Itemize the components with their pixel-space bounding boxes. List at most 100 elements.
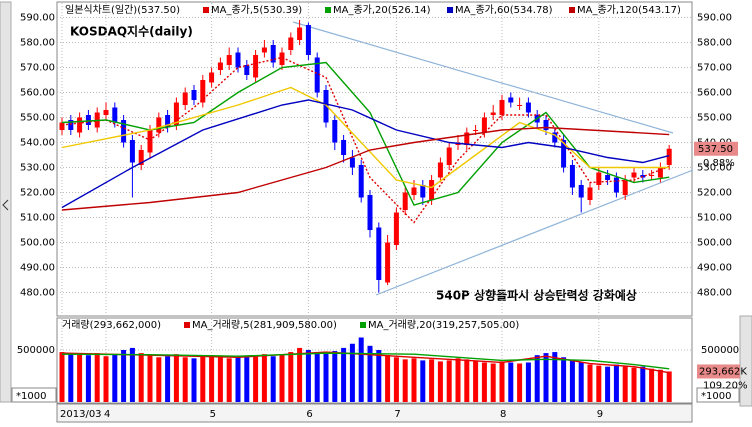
- candle-body: [314, 57, 320, 93]
- candle-body: [138, 150, 144, 165]
- candle-body: [305, 25, 311, 55]
- y-tick-label: 480.00: [697, 288, 732, 299]
- legend-swatch: [360, 322, 366, 328]
- volume-bar: [261, 354, 267, 402]
- time-axis: [56, 403, 693, 423]
- last-price-box: [694, 141, 738, 156]
- candle-body: [341, 140, 347, 155]
- candle-body: [429, 180, 435, 200]
- volume-bar: [657, 369, 663, 402]
- candle-body: [279, 52, 285, 65]
- volume-bar: [305, 349, 311, 402]
- volume-bar: [147, 355, 153, 402]
- legend-entry: MA_종가,120(543.17): [577, 4, 681, 16]
- volume-bar: [622, 365, 628, 402]
- candle-body: [552, 132, 558, 143]
- candle-body: [385, 242, 391, 283]
- candle-body: [297, 27, 303, 40]
- volume-bar: [481, 362, 487, 402]
- volume-bar: [94, 353, 100, 402]
- candle-body: [402, 192, 408, 210]
- y-tick-label: 530.00: [697, 163, 732, 174]
- volume-bar: [103, 356, 109, 402]
- last-volume-label: 293,662K: [699, 366, 747, 377]
- legend-swatch: [569, 7, 575, 13]
- volume-bar: [534, 355, 540, 402]
- x-tick-label: 7: [394, 409, 400, 420]
- candle-body: [112, 107, 118, 123]
- unit-label-right: *1000: [701, 391, 731, 402]
- right-scrollbar[interactable]: [739, 315, 752, 407]
- candle-body: [525, 102, 531, 113]
- candle-body: [666, 148, 672, 165]
- candle-body: [631, 172, 637, 178]
- index-label: KOSDAQ지수(daily): [70, 24, 193, 39]
- candle-body: [173, 102, 179, 125]
- legend-entry: MA_거래량,5(281,909,580.00): [192, 319, 337, 331]
- y-tick-label: 550.00: [20, 113, 55, 124]
- volume-bar: [446, 360, 452, 402]
- candle-body: [156, 117, 162, 133]
- candle-body: [270, 45, 276, 63]
- candle-body: [367, 195, 373, 230]
- volume-bar: [525, 362, 531, 402]
- volume-bar: [385, 355, 391, 402]
- y-tick-label: 500000: [17, 345, 55, 356]
- candle-body: [490, 112, 496, 115]
- candle-body: [499, 100, 505, 115]
- volume-bar: [209, 355, 215, 402]
- volume-bar: [191, 358, 197, 402]
- candle-body: [85, 115, 91, 125]
- candle-body: [121, 120, 127, 143]
- y-tick-label: 580.00: [20, 38, 55, 49]
- volume-bar: [578, 362, 584, 402]
- candle-body: [147, 130, 153, 153]
- volume-bar: [508, 362, 514, 402]
- volume-bar: [68, 353, 74, 402]
- y-tick-label: 550.00: [697, 113, 732, 124]
- trendline-upper: [292, 21, 674, 134]
- candle-body: [349, 157, 355, 168]
- candle-body: [605, 175, 611, 180]
- volume-bar: [473, 361, 479, 402]
- y-tick-label: 570.00: [20, 63, 55, 74]
- volume-bar: [411, 358, 417, 402]
- scroll-left-arrow[interactable]: [2, 199, 9, 211]
- y-tick-label: 560.00: [20, 88, 55, 99]
- candle-body: [517, 105, 523, 106]
- volume-bar: [587, 364, 593, 402]
- volume-bar: [112, 354, 118, 402]
- volume-bar: [297, 347, 303, 402]
- y-tick-label: 480.00: [20, 288, 55, 299]
- change-label: 0.88%: [703, 158, 735, 169]
- candle-body: [68, 120, 74, 130]
- last-price-label: 537.50: [698, 144, 733, 155]
- candle-body: [411, 187, 417, 195]
- legend-swatch: [203, 7, 209, 13]
- candle-body: [261, 47, 267, 53]
- volume-bar: [314, 353, 320, 402]
- candle-body: [253, 55, 259, 78]
- volume-bar: [323, 352, 329, 402]
- y-tick-label: 580.00: [697, 38, 732, 49]
- legend-entry: 거래량(293,662,000): [62, 319, 161, 331]
- y-tick-label: 590.00: [697, 13, 732, 24]
- legend-swatch: [325, 7, 331, 13]
- candle-body: [578, 185, 584, 198]
- volume-bar: [121, 349, 127, 402]
- candle-body: [596, 172, 602, 185]
- volume-bar: [437, 361, 443, 402]
- y-tick-label: 500000: [701, 345, 739, 356]
- x-tick-label: 6: [306, 409, 312, 420]
- x-tick-label: 2013/03: [60, 409, 102, 420]
- volume-bar: [226, 358, 232, 402]
- volume-bar: [173, 354, 179, 402]
- x-tick-label: 4: [104, 409, 110, 420]
- candle-body: [622, 180, 628, 195]
- y-tick-label: 510.00: [697, 213, 732, 224]
- volume-bar: [640, 366, 646, 402]
- moving-average: [61, 56, 670, 224]
- volume-bar: [59, 352, 65, 402]
- y-tick-label: 520.00: [697, 188, 732, 199]
